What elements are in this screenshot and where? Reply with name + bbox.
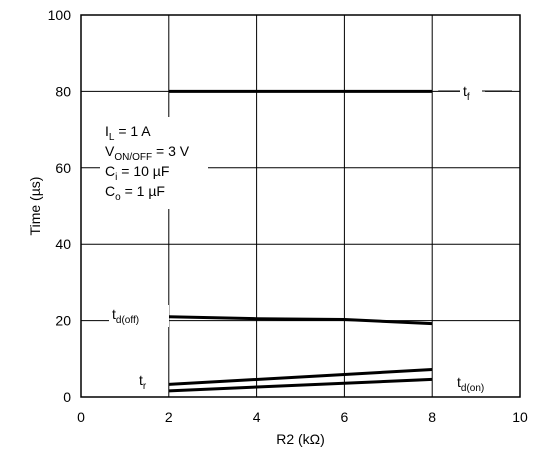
x-tick-label: 8	[428, 409, 436, 425]
label-subscript: f	[467, 92, 470, 103]
condition-value: = 1 A	[114, 123, 151, 139]
y-tick-label: 100	[48, 7, 72, 23]
condition-line: Co = 1 µF	[105, 183, 165, 203]
label-subscript: r	[143, 381, 147, 392]
series-line-1	[168, 315, 433, 326]
label-main: t	[139, 372, 143, 388]
condition-symbol: I	[105, 123, 109, 139]
series-label-text: tf	[463, 83, 470, 103]
series-label-0: tf	[438, 82, 512, 104]
series-label-2: tr	[136, 371, 161, 393]
series-label-1: td(off)	[109, 305, 169, 327]
x-tick-label: 10	[512, 409, 528, 425]
condition-symbol: C	[105, 163, 115, 179]
label-background	[460, 82, 485, 104]
condition-subscript: o	[115, 192, 121, 203]
y-tick-label: 40	[55, 236, 71, 252]
y-tick-label: 20	[55, 313, 71, 329]
label-background	[136, 371, 161, 393]
x-tick-label: 6	[341, 409, 349, 425]
label-background	[109, 305, 169, 327]
x-tick-label: 0	[77, 409, 85, 425]
y-tick-label: 60	[55, 160, 71, 176]
condition-value: = 1 µF	[121, 183, 165, 199]
label-background	[454, 373, 507, 395]
label-subscript: d(on)	[461, 383, 484, 394]
condition-symbol: V	[105, 143, 115, 159]
label-main: t	[457, 374, 461, 390]
y-tick-label: 80	[55, 83, 71, 99]
series-label-3: td(on)	[454, 373, 507, 395]
series-label-text: td(on)	[457, 374, 484, 394]
condition-line: Ci = 10 µF	[105, 163, 169, 183]
condition-line: VON/OFF = 3 V	[105, 143, 190, 163]
x-tick-label: 2	[165, 409, 173, 425]
y-axis-label: Time (µs)	[27, 177, 43, 236]
condition-line: IL = 1 A	[105, 123, 151, 143]
condition-subscript: ON/OFF	[114, 152, 152, 163]
label-main: t	[463, 83, 467, 99]
conditions-background	[100, 117, 208, 209]
condition-symbol: C	[105, 183, 115, 199]
label-subscript: d(off)	[116, 315, 139, 326]
x-axis-label: R2 (kΩ)	[276, 431, 325, 447]
series-lines	[168, 89, 433, 393]
x-tick-label: 4	[253, 409, 261, 425]
series-line-2	[168, 367, 433, 386]
condition-subscript: i	[115, 172, 117, 183]
condition-value: = 3 V	[152, 143, 190, 159]
condition-value: = 10 µF	[117, 163, 169, 179]
plot-frame	[80, 14, 521, 398]
label-main: t	[112, 306, 116, 322]
series-label-text: td(off)	[112, 306, 139, 326]
y-tick-label: 0	[63, 389, 71, 405]
series-label-text: tr	[139, 372, 147, 392]
condition-subscript: L	[109, 132, 115, 143]
series-line-3	[168, 377, 433, 393]
